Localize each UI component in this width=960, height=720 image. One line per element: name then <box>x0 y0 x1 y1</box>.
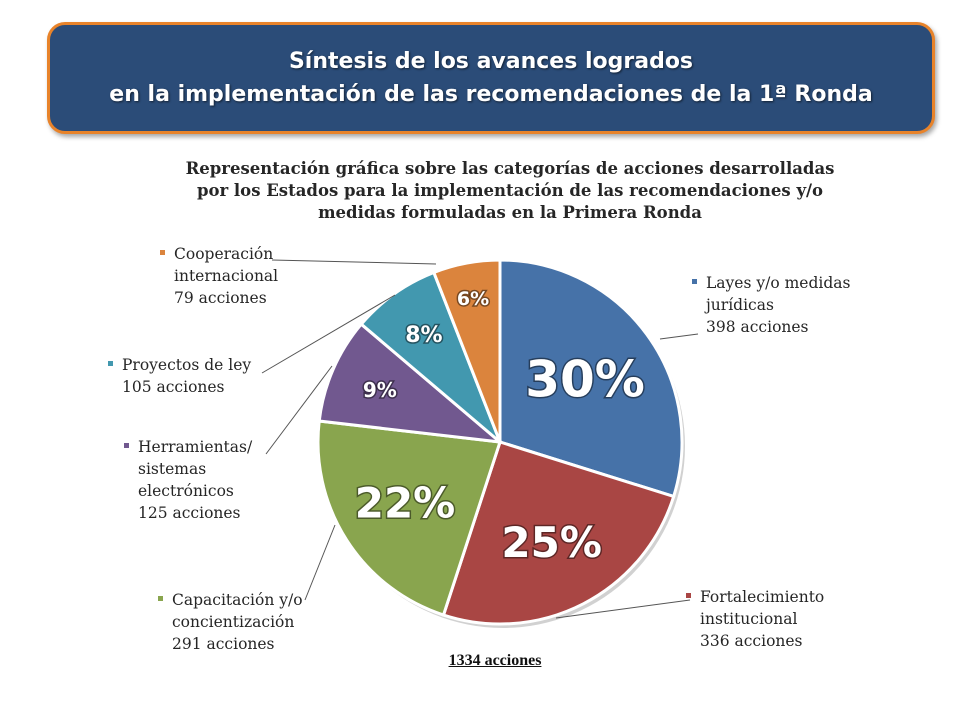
legend-capacitacion-count: 291 acciones <box>172 635 275 653</box>
banner-title-line-1: Síntesis de los avances logrados <box>288 49 694 74</box>
pie-slice-capacitacion <box>316 419 502 617</box>
chart-title: Representación gráfica sobre las categor… <box>170 158 850 224</box>
legend-capacitacion-name-1: Capacitación y/o <box>172 591 303 609</box>
legend-herramientas-name-3: electrónicos <box>138 482 234 500</box>
legend-leyes-count: 398 acciones <box>706 318 809 336</box>
legend-fortalecimiento: Fortalecimiento institucional 336 accion… <box>686 586 825 652</box>
legend-swatch-proyectos <box>108 361 113 366</box>
leader-line-herramientas <box>265 365 333 455</box>
legend-capacitacion-name-2: concientización <box>172 613 295 631</box>
chart-title-line-2: por los Estados para la implementación d… <box>196 181 824 200</box>
pie-slice-leyes <box>498 258 684 499</box>
legend-leyes-name-2: jurídicas <box>706 296 774 314</box>
legend-herramientas-count: 125 acciones <box>138 504 241 522</box>
total-actions: 1334 acciones <box>448 652 542 669</box>
legend-cooperacion-count: 79 acciones <box>174 289 267 307</box>
legend-swatch-fortalecimiento <box>686 593 691 598</box>
pie-label-herramientas: 9% <box>363 378 397 402</box>
pie-slice-proyectos <box>359 270 502 444</box>
banner-title-line-2: en la implementación de las recomendacio… <box>109 82 873 107</box>
legend-proyectos: Proyectos de ley 105 acciones <box>108 354 252 398</box>
title-banner: Síntesis de los avances logrados en la i… <box>47 22 935 134</box>
chart-title-line-1: Representación gráfica sobre las categor… <box>185 159 835 178</box>
legend-fortalecimiento-count: 336 acciones <box>700 632 803 650</box>
legend-cooperacion: Cooperación internacional 79 acciones <box>160 243 279 309</box>
leader-line-cooperacion <box>271 259 437 265</box>
pie-slice-herramientas <box>317 322 505 445</box>
leader-line-fortalecimiento <box>555 599 691 619</box>
pie-label-leyes: 30% <box>525 351 645 409</box>
legend-herramientas-name-1: Herramientas/ <box>138 438 253 456</box>
legend-leyes: Layes y/o medidas jurídicas 398 acciones <box>692 272 851 338</box>
legend-herramientas: Herramientas/ sistemas electrónicos 125 … <box>124 436 253 524</box>
pie-label-fortalecimiento: 25% <box>501 518 602 567</box>
pie-slice-fortalecimiento <box>441 440 676 626</box>
legend-swatch-cooperacion <box>160 250 165 255</box>
pie-label-cooperacion: 6% <box>457 288 489 310</box>
leader-line-capacitacion <box>304 524 336 601</box>
legend-swatch-leyes <box>692 279 697 284</box>
legend-cooperacion-name-1: Cooperación <box>174 245 274 263</box>
legend-fortalecimiento-name-1: Fortalecimiento <box>700 588 825 606</box>
legend-cooperacion-name-2: internacional <box>174 267 279 285</box>
chart-title-line-3: medidas formuladas en la Primera Ronda <box>318 203 702 222</box>
legend-swatch-capacitacion <box>158 596 163 601</box>
legend-leyes-name-1: Layes y/o medidas <box>706 274 851 292</box>
pie-label-proyectos: 8% <box>405 323 442 348</box>
leader-line-leyes <box>659 333 699 340</box>
legend-proyectos-count: 105 acciones <box>122 378 225 396</box>
pie-slice-cooperacion <box>431 258 502 443</box>
legend-herramientas-name-2: sistemas <box>138 460 207 478</box>
legend-swatch-herramientas <box>124 443 129 448</box>
leader-line-proyectos <box>261 294 396 374</box>
pie-label-capacitacion: 22% <box>355 478 456 527</box>
legend-proyectos-name-1: Proyectos de ley <box>122 356 252 374</box>
legend-capacitacion: Capacitación y/o concientización 291 acc… <box>158 589 303 655</box>
legend-fortalecimiento-name-2: institucional <box>700 610 798 628</box>
